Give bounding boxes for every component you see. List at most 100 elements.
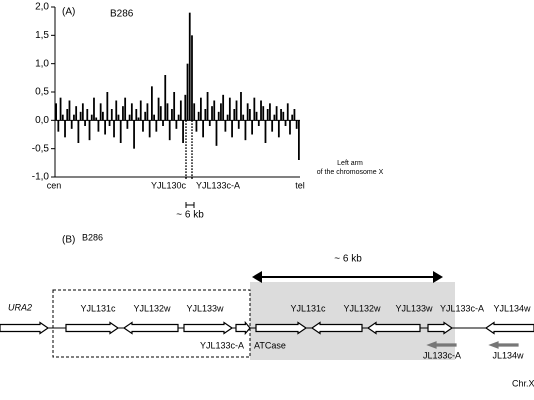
bar	[211, 106, 213, 121]
bar	[90, 114, 93, 121]
y-tick-label: 2,0	[35, 2, 49, 13]
bar	[266, 109, 269, 121]
bar	[166, 103, 169, 121]
bar	[137, 117, 140, 121]
gene-arrow	[183, 321, 234, 335]
bar	[124, 97, 127, 121]
bar	[228, 97, 231, 121]
bar	[179, 100, 182, 121]
x-label: tel	[295, 180, 305, 190]
diagram-title: B286	[82, 232, 103, 242]
bar	[139, 100, 142, 121]
bar	[77, 120, 80, 143]
panel-label: (B)	[62, 235, 75, 246]
bar	[240, 92, 242, 121]
bar	[253, 97, 256, 121]
bar	[262, 106, 265, 121]
arrowhead	[433, 271, 443, 283]
y-tick-label: 1,5	[35, 30, 49, 41]
bar	[269, 103, 271, 121]
bar	[79, 111, 82, 121]
bar	[126, 120, 129, 129]
bar	[237, 120, 240, 129]
gene-arrow	[122, 321, 179, 335]
bar	[142, 120, 144, 132]
bar	[226, 114, 229, 121]
gene-label: JL134w	[492, 350, 524, 360]
bar	[157, 97, 160, 121]
bar	[150, 86, 153, 121]
bar	[173, 92, 176, 121]
bar	[199, 97, 202, 121]
bar	[88, 120, 91, 141]
gene-label: YJL134w	[493, 303, 531, 313]
bar	[191, 35, 193, 121]
gene-arrow	[255, 321, 308, 335]
bar	[224, 120, 227, 132]
bar	[101, 111, 104, 121]
bar	[104, 120, 107, 135]
bar	[255, 111, 258, 121]
gene-arrow	[310, 321, 363, 335]
gene-arrows	[0, 320, 534, 349]
axis-note: of the chromosome X	[317, 169, 384, 176]
gene-arrow	[488, 341, 519, 349]
bar	[222, 94, 225, 121]
bar	[289, 120, 291, 135]
gene-arrow	[484, 321, 534, 335]
gene-label: YJL133w	[395, 303, 433, 313]
bar	[66, 109, 69, 121]
y-tick-label: -0,5	[32, 143, 50, 154]
bar	[97, 120, 100, 132]
chart-title: B286	[110, 9, 134, 20]
y-tick-label: -1,0	[32, 172, 50, 183]
gene-arrow	[366, 321, 421, 335]
gene-label: YJL131c	[290, 303, 326, 313]
bar	[110, 109, 113, 121]
bar	[293, 109, 296, 121]
bar	[95, 117, 98, 121]
bar	[244, 120, 247, 141]
bar	[135, 109, 138, 121]
bar	[193, 103, 196, 121]
bar	[273, 114, 276, 121]
bar	[146, 103, 149, 121]
bar	[75, 106, 78, 121]
bar	[231, 120, 233, 138]
bar	[280, 109, 282, 121]
gene-arrow	[427, 321, 454, 335]
bar	[153, 114, 156, 121]
y-tick-label: 0,0	[35, 115, 49, 126]
bar	[213, 100, 216, 121]
y-tick-label: 1,0	[35, 58, 49, 69]
bar	[220, 103, 222, 121]
bar	[246, 103, 249, 121]
bar	[115, 100, 118, 121]
bar	[251, 120, 254, 135]
bar	[171, 109, 173, 121]
bar	[73, 114, 75, 121]
bar	[217, 111, 220, 121]
bar	[204, 109, 207, 121]
panel-label: (A)	[62, 7, 75, 18]
bar	[108, 120, 111, 126]
gene-label: YJL133c-A	[440, 303, 484, 313]
bar	[68, 100, 71, 121]
gene-label: JL133c-A	[423, 350, 461, 360]
bar	[286, 103, 289, 121]
bar	[119, 120, 122, 143]
bar	[208, 120, 211, 126]
gene-label: YJL133c-A	[200, 340, 244, 350]
bar	[295, 120, 298, 129]
chromosome-label: Chr.X	[512, 378, 534, 388]
bar	[202, 120, 205, 138]
bar	[215, 120, 218, 146]
bar	[233, 109, 236, 121]
locus-label: URA2	[8, 302, 32, 312]
bar	[164, 75, 167, 121]
arrowhead	[252, 271, 262, 283]
bar	[117, 114, 120, 121]
bar	[106, 92, 109, 121]
bar	[284, 120, 287, 126]
